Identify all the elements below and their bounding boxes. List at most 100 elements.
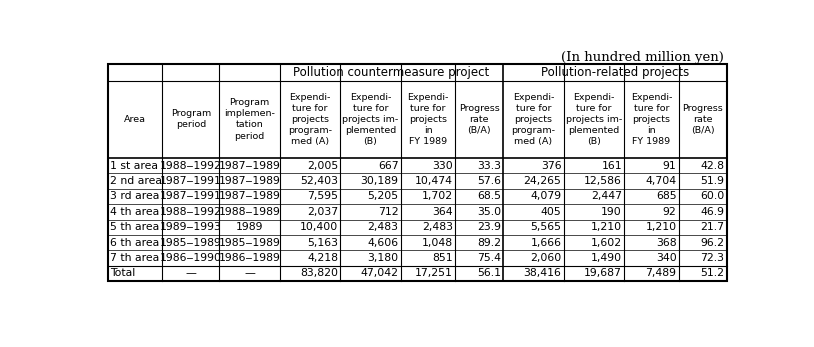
Text: 5,205: 5,205 [367, 192, 399, 201]
Text: 5,565: 5,565 [531, 222, 562, 232]
Text: 47,042: 47,042 [361, 269, 399, 278]
Text: 1989: 1989 [236, 222, 264, 232]
Text: 1 st area: 1 st area [110, 161, 158, 171]
Text: Program
period: Program period [171, 109, 211, 129]
Text: 2,447: 2,447 [591, 192, 622, 201]
Text: Area: Area [124, 115, 146, 124]
Text: 405: 405 [540, 207, 562, 217]
Text: 19,687: 19,687 [584, 269, 622, 278]
Text: 89.2: 89.2 [477, 238, 501, 248]
Text: 10,474: 10,474 [415, 176, 453, 186]
Text: Expendi-
ture for
projects
program-
med (A): Expendi- ture for projects program- med … [288, 93, 332, 146]
Text: 2,005: 2,005 [307, 161, 338, 171]
Text: 1988‒1992: 1988‒1992 [160, 161, 221, 171]
Text: 68.5: 68.5 [477, 192, 501, 201]
Text: 3 rd area: 3 rd area [110, 192, 160, 201]
Text: 3,180: 3,180 [367, 253, 399, 263]
Text: 38,416: 38,416 [523, 269, 562, 278]
Text: 1989‒1993: 1989‒1993 [160, 222, 221, 232]
Text: Expendi-
ture for
projects im-
plemented
(B): Expendi- ture for projects im- plemented… [343, 93, 399, 146]
Text: 7,489: 7,489 [646, 269, 676, 278]
Text: Pollution-related projects: Pollution-related projects [540, 66, 689, 79]
Text: 23.9: 23.9 [477, 222, 501, 232]
Text: 368: 368 [656, 238, 676, 248]
Text: 364: 364 [432, 207, 453, 217]
Text: 4,218: 4,218 [307, 253, 338, 263]
Text: 1,210: 1,210 [646, 222, 676, 232]
Text: 1986‒1990: 1986‒1990 [160, 253, 221, 263]
Text: Expendi-
ture for
projects
program-
med (A): Expendi- ture for projects program- med … [511, 93, 555, 146]
Text: —: — [186, 269, 196, 278]
Text: 52,403: 52,403 [300, 176, 338, 186]
Text: 92: 92 [663, 207, 676, 217]
Text: 1,210: 1,210 [591, 222, 622, 232]
Text: 4,606: 4,606 [367, 238, 399, 248]
Text: (In hundred million yen): (In hundred million yen) [561, 51, 724, 64]
Text: Pollution countermeasure project: Pollution countermeasure project [293, 66, 490, 79]
Text: 60.0: 60.0 [700, 192, 724, 201]
Text: 190: 190 [602, 207, 622, 217]
Text: 7 th area: 7 th area [110, 253, 160, 263]
Text: 1985‒1989: 1985‒1989 [219, 238, 281, 248]
Text: Expendi-
ture for
projects im-
plemented
(B): Expendi- ture for projects im- plemented… [566, 93, 622, 146]
Text: 30,189: 30,189 [361, 176, 399, 186]
Text: Expendi-
ture for
projects
in
FY 1989: Expendi- ture for projects in FY 1989 [408, 93, 449, 146]
Text: 1,702: 1,702 [422, 192, 453, 201]
Text: 4 th area: 4 th area [110, 207, 160, 217]
Text: Program
implemen-
tation
period: Program implemen- tation period [224, 98, 275, 141]
Text: 376: 376 [540, 161, 562, 171]
Text: 51.2: 51.2 [700, 269, 724, 278]
Text: 2,483: 2,483 [367, 222, 399, 232]
Text: 6 th area: 6 th area [110, 238, 160, 248]
Text: 24,265: 24,265 [523, 176, 562, 186]
Text: 1,666: 1,666 [531, 238, 562, 248]
Text: 56.1: 56.1 [477, 269, 501, 278]
Text: 75.4: 75.4 [477, 253, 501, 263]
Text: 1987‒1989: 1987‒1989 [219, 161, 281, 171]
Text: 1986‒1989: 1986‒1989 [219, 253, 281, 263]
Text: 57.6: 57.6 [477, 176, 501, 186]
Text: 72.3: 72.3 [700, 253, 724, 263]
Text: 46.9: 46.9 [700, 207, 724, 217]
Text: —: — [244, 269, 255, 278]
Text: 91: 91 [663, 161, 676, 171]
Text: 1988‒1992: 1988‒1992 [160, 207, 221, 217]
Text: 17,251: 17,251 [415, 269, 453, 278]
Text: 1985‒1989: 1985‒1989 [160, 238, 221, 248]
Text: 1988‒1989: 1988‒1989 [219, 207, 281, 217]
Text: 2,483: 2,483 [422, 222, 453, 232]
Text: 35.0: 35.0 [477, 207, 501, 217]
Text: 1,490: 1,490 [591, 253, 622, 263]
Text: Progress
rate
(B/A): Progress rate (B/A) [459, 104, 500, 135]
Text: 2,060: 2,060 [530, 253, 562, 263]
Text: 1987‒1991: 1987‒1991 [160, 192, 221, 201]
Text: 2,037: 2,037 [307, 207, 338, 217]
Text: 667: 667 [378, 161, 399, 171]
Text: 83,820: 83,820 [300, 269, 338, 278]
Text: 5 th area: 5 th area [110, 222, 160, 232]
Text: 1987‒1991: 1987‒1991 [160, 176, 221, 186]
Text: Expendi-
ture for
projects
in
FY 1989: Expendi- ture for projects in FY 1989 [631, 93, 672, 146]
Text: 161: 161 [602, 161, 622, 171]
Text: 4,704: 4,704 [646, 176, 676, 186]
Text: 340: 340 [656, 253, 676, 263]
Text: Progress
rate
(B/A): Progress rate (B/A) [682, 104, 723, 135]
Text: 685: 685 [656, 192, 676, 201]
Text: 42.8: 42.8 [700, 161, 724, 171]
Text: 851: 851 [432, 253, 453, 263]
Text: 1987‒1989: 1987‒1989 [219, 176, 281, 186]
Text: 2 nd area: 2 nd area [110, 176, 162, 186]
Text: 12,586: 12,586 [584, 176, 622, 186]
Text: 7,595: 7,595 [307, 192, 338, 201]
Text: 4,079: 4,079 [530, 192, 562, 201]
Text: 96.2: 96.2 [700, 238, 724, 248]
Text: 1,048: 1,048 [422, 238, 453, 248]
Text: 33.3: 33.3 [477, 161, 501, 171]
Text: Total: Total [110, 269, 135, 278]
Text: 10,400: 10,400 [300, 222, 338, 232]
Text: 712: 712 [378, 207, 399, 217]
Text: 330: 330 [432, 161, 453, 171]
Text: 1,602: 1,602 [591, 238, 622, 248]
Text: 21.7: 21.7 [700, 222, 724, 232]
Text: 1987‒1989: 1987‒1989 [219, 192, 281, 201]
